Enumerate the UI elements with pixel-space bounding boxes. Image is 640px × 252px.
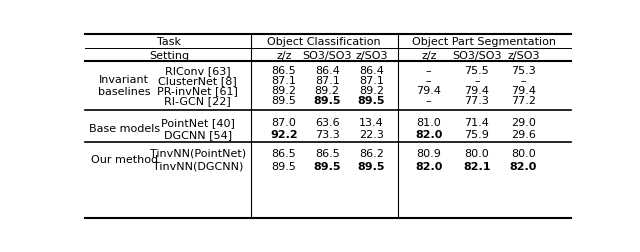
Text: 82.0: 82.0 bbox=[415, 130, 442, 140]
Text: 89.5: 89.5 bbox=[358, 161, 385, 171]
Text: Task: Task bbox=[157, 37, 181, 47]
Text: Our method: Our method bbox=[91, 154, 157, 165]
Text: 87.1: 87.1 bbox=[315, 76, 340, 86]
Text: ClusterNet [8]: ClusterNet [8] bbox=[159, 76, 237, 86]
Text: 80.9: 80.9 bbox=[416, 148, 441, 158]
Text: z/SO3: z/SO3 bbox=[355, 51, 388, 60]
Text: RI-GCN [22]: RI-GCN [22] bbox=[164, 96, 231, 106]
Text: 86.4: 86.4 bbox=[315, 66, 340, 76]
Text: 92.2: 92.2 bbox=[270, 130, 298, 140]
Text: z/z: z/z bbox=[421, 51, 436, 60]
Text: 79.4: 79.4 bbox=[511, 86, 536, 96]
Text: SO3/SO3: SO3/SO3 bbox=[303, 51, 352, 60]
Text: TinvNN(PointNet): TinvNN(PointNet) bbox=[150, 148, 246, 158]
Text: 75.5: 75.5 bbox=[465, 66, 489, 76]
Text: 89.5: 89.5 bbox=[271, 161, 296, 171]
Text: PR-invNet [61]: PR-invNet [61] bbox=[157, 86, 238, 96]
Text: 89.5: 89.5 bbox=[314, 161, 341, 171]
Text: 79.4: 79.4 bbox=[416, 86, 441, 96]
Text: 77.2: 77.2 bbox=[511, 96, 536, 106]
Text: 79.4: 79.4 bbox=[464, 86, 490, 96]
Text: –: – bbox=[426, 66, 431, 76]
Text: 86.2: 86.2 bbox=[359, 148, 384, 158]
Text: Object Classification: Object Classification bbox=[268, 37, 381, 47]
Text: 89.5: 89.5 bbox=[271, 96, 296, 106]
Text: 73.3: 73.3 bbox=[315, 130, 340, 140]
Text: 89.5: 89.5 bbox=[358, 96, 385, 106]
Text: 89.2: 89.2 bbox=[359, 86, 384, 96]
Text: 89.2: 89.2 bbox=[271, 86, 296, 96]
Text: 87.1: 87.1 bbox=[359, 76, 384, 86]
Text: Object Part Segmentation: Object Part Segmentation bbox=[412, 37, 556, 47]
Text: 75.3: 75.3 bbox=[511, 66, 536, 76]
Text: RIConv [63]: RIConv [63] bbox=[165, 66, 230, 76]
Text: 77.3: 77.3 bbox=[465, 96, 489, 106]
Text: Base models: Base models bbox=[88, 123, 160, 133]
Text: 22.3: 22.3 bbox=[359, 130, 384, 140]
Text: 87.1: 87.1 bbox=[271, 76, 296, 86]
Text: 86.5: 86.5 bbox=[271, 66, 296, 76]
Text: z/SO3: z/SO3 bbox=[507, 51, 540, 60]
Text: SO3/SO3: SO3/SO3 bbox=[452, 51, 502, 60]
Text: 86.5: 86.5 bbox=[315, 148, 340, 158]
Text: 71.4: 71.4 bbox=[465, 117, 489, 127]
Text: –: – bbox=[520, 76, 526, 86]
Text: 86.5: 86.5 bbox=[271, 148, 296, 158]
Text: 82.0: 82.0 bbox=[415, 161, 442, 171]
Text: Invariant
baselines: Invariant baselines bbox=[98, 75, 150, 97]
Text: 81.0: 81.0 bbox=[417, 117, 441, 127]
Text: Setting: Setting bbox=[149, 51, 189, 60]
Text: 89.5: 89.5 bbox=[314, 96, 341, 106]
Text: 80.0: 80.0 bbox=[465, 148, 489, 158]
Text: 13.4: 13.4 bbox=[359, 117, 384, 127]
Text: 75.9: 75.9 bbox=[465, 130, 489, 140]
Text: 82.1: 82.1 bbox=[463, 161, 490, 171]
Text: z/z: z/z bbox=[276, 51, 292, 60]
Text: –: – bbox=[426, 76, 431, 86]
Text: 80.0: 80.0 bbox=[511, 148, 536, 158]
Text: –: – bbox=[426, 96, 431, 106]
Text: 29.0: 29.0 bbox=[511, 117, 536, 127]
Text: 86.4: 86.4 bbox=[359, 66, 384, 76]
Text: –: – bbox=[474, 76, 479, 86]
Text: PointNet [40]: PointNet [40] bbox=[161, 117, 235, 127]
Text: 82.0: 82.0 bbox=[509, 161, 537, 171]
Text: DGCNN [54]: DGCNN [54] bbox=[164, 130, 232, 140]
Text: 87.0: 87.0 bbox=[271, 117, 296, 127]
Text: 29.6: 29.6 bbox=[511, 130, 536, 140]
Text: TinvNN(DGCNN): TinvNN(DGCNN) bbox=[152, 161, 243, 171]
Text: 89.2: 89.2 bbox=[315, 86, 340, 96]
Text: 63.6: 63.6 bbox=[315, 117, 340, 127]
